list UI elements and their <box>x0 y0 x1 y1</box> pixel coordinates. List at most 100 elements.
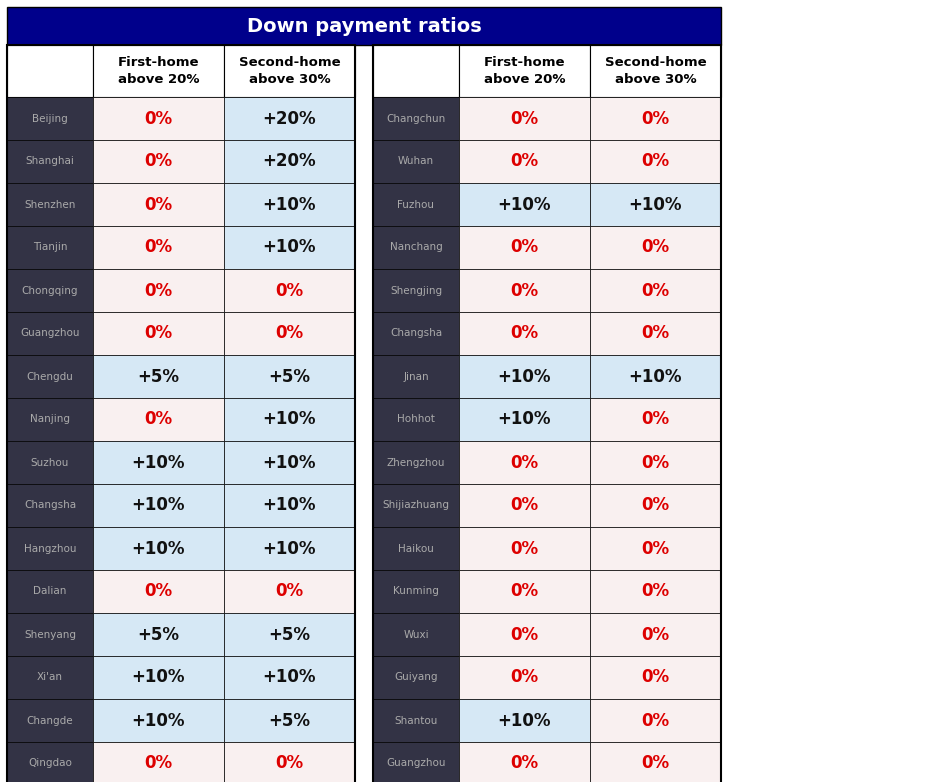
Text: 0%: 0% <box>641 712 669 730</box>
Bar <box>7 699 93 742</box>
Text: 0%: 0% <box>275 755 303 773</box>
Text: +20%: +20% <box>262 109 316 127</box>
Text: Hohhot: Hohhot <box>397 414 435 425</box>
Text: Xi'an: Xi'an <box>37 673 63 683</box>
Text: Shenyang: Shenyang <box>24 630 76 640</box>
Bar <box>590 183 721 226</box>
Bar <box>93 183 224 226</box>
Bar <box>7 45 355 782</box>
Bar <box>7 570 93 613</box>
Bar <box>7 226 93 269</box>
Bar <box>224 699 355 742</box>
Bar <box>459 656 590 699</box>
Text: 0%: 0% <box>511 282 539 300</box>
Text: Guangzhou: Guangzhou <box>387 759 446 769</box>
Text: +10%: +10% <box>498 368 552 386</box>
Bar <box>224 613 355 656</box>
Bar <box>373 699 459 742</box>
Bar <box>7 441 93 484</box>
Bar <box>7 398 93 441</box>
Text: +10%: +10% <box>262 497 316 515</box>
Text: 0%: 0% <box>511 109 539 127</box>
Text: 0%: 0% <box>511 626 539 644</box>
Bar <box>590 484 721 527</box>
Bar <box>590 570 721 613</box>
Text: +10%: +10% <box>629 368 682 386</box>
Bar <box>373 183 459 226</box>
Bar <box>7 484 93 527</box>
Text: Shenzhen: Shenzhen <box>24 199 76 210</box>
Bar <box>224 45 355 97</box>
Text: 0%: 0% <box>511 454 539 472</box>
Bar <box>224 484 355 527</box>
Bar <box>373 570 459 613</box>
Bar <box>7 97 93 140</box>
Text: 0%: 0% <box>641 152 669 170</box>
Bar <box>590 226 721 269</box>
Bar <box>590 97 721 140</box>
Text: Dalian: Dalian <box>33 586 67 597</box>
Bar <box>373 656 459 699</box>
Bar <box>459 45 590 97</box>
Bar <box>459 269 590 312</box>
Bar <box>373 742 459 782</box>
Text: 0%: 0% <box>275 583 303 601</box>
Bar <box>590 45 721 97</box>
Text: Changsha: Changsha <box>24 500 76 511</box>
Bar <box>373 527 459 570</box>
Text: 0%: 0% <box>641 540 669 558</box>
Text: Guangzhou: Guangzhou <box>20 328 80 339</box>
Bar <box>590 613 721 656</box>
Text: +5%: +5% <box>137 368 180 386</box>
Bar <box>459 97 590 140</box>
Text: 0%: 0% <box>145 282 172 300</box>
Bar <box>590 140 721 183</box>
Text: 0%: 0% <box>511 540 539 558</box>
Bar <box>373 45 721 782</box>
Bar <box>459 140 590 183</box>
Text: +5%: +5% <box>269 712 311 730</box>
Bar <box>93 140 224 183</box>
Bar <box>7 613 93 656</box>
Text: Chongqing: Chongqing <box>21 285 78 296</box>
Bar <box>224 656 355 699</box>
Bar <box>373 269 459 312</box>
Text: Changsha: Changsha <box>390 328 442 339</box>
Text: Jinan: Jinan <box>403 371 429 382</box>
Text: Hangzhou: Hangzhou <box>24 543 76 554</box>
Bar <box>93 97 224 140</box>
Text: Haikou: Haikou <box>398 543 434 554</box>
Bar <box>7 742 93 782</box>
Text: 0%: 0% <box>641 626 669 644</box>
Bar <box>7 355 93 398</box>
Bar <box>459 699 590 742</box>
Text: 0%: 0% <box>145 152 172 170</box>
Text: 0%: 0% <box>275 282 303 300</box>
Text: First-home
above 20%: First-home above 20% <box>118 56 199 86</box>
Text: 0%: 0% <box>275 325 303 343</box>
Text: 0%: 0% <box>145 755 172 773</box>
Text: Down payment ratios: Down payment ratios <box>247 16 481 35</box>
Text: +5%: +5% <box>137 626 180 644</box>
Bar <box>590 527 721 570</box>
Bar <box>93 441 224 484</box>
Bar <box>459 441 590 484</box>
Text: +10%: +10% <box>132 497 185 515</box>
Bar <box>7 269 93 312</box>
Text: 0%: 0% <box>641 669 669 687</box>
Bar <box>93 484 224 527</box>
Bar <box>7 183 93 226</box>
Bar <box>93 613 224 656</box>
Text: +10%: +10% <box>629 196 682 213</box>
Text: 0%: 0% <box>511 583 539 601</box>
Bar <box>7 656 93 699</box>
Bar <box>93 699 224 742</box>
Text: 0%: 0% <box>511 755 539 773</box>
Text: +10%: +10% <box>262 454 316 472</box>
Text: +10%: +10% <box>132 712 185 730</box>
Text: Nanjing: Nanjing <box>30 414 70 425</box>
Text: Qingdao: Qingdao <box>28 759 72 769</box>
Text: 0%: 0% <box>511 669 539 687</box>
Bar <box>373 97 459 140</box>
Bar <box>93 45 224 97</box>
